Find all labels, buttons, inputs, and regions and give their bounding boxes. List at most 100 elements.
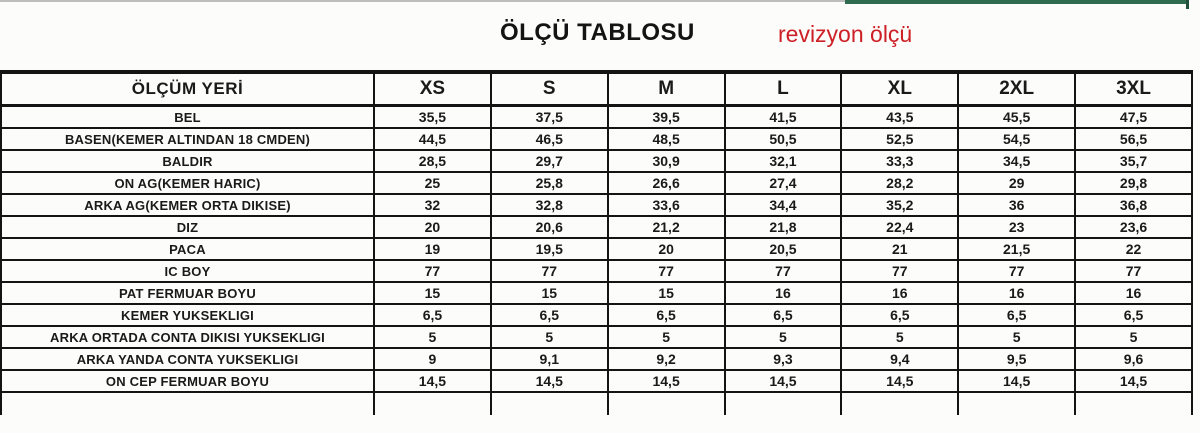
size-value-cell: 9,2: [606, 347, 726, 371]
size-table: ÖLÇÜM YERİ XS S M L XL 2XL 3XL BEL 35,5 37,5 39,5 4…: [0, 70, 1193, 415]
empty-cell: [0, 391, 375, 415]
table-row: ARKA YANDA CONTA YUKSEKLIGI 9 9,1 9,2 9,3 9,4…: [0, 347, 1193, 371]
size-value-cell: 6,5: [489, 303, 609, 327]
selection-border-green: [845, 0, 1189, 4]
size-value-cell: 6,5: [373, 303, 492, 327]
size-value-cell: 15: [373, 281, 492, 305]
table-row: KEMER YUKSEKLIGI 6,5 6,5 6,5 6,5 6,5 6,5 6,5: [0, 303, 1193, 327]
column-header-size-xl: XL: [840, 70, 960, 107]
size-value-cell: 23: [957, 215, 1077, 239]
empty-bottom-row: [0, 391, 1193, 415]
size-value-cell: 21,2: [606, 215, 726, 239]
size-value-cell: 45,5: [957, 104, 1077, 129]
size-value-cell: 21,5: [957, 237, 1077, 261]
size-value-cell: 44,5: [373, 127, 492, 151]
size-value-cell: 14,5: [723, 369, 843, 393]
size-value-cell: 77: [840, 259, 960, 283]
column-header-size-2xl: 2XL: [957, 70, 1077, 107]
size-value-cell: 5: [840, 325, 960, 349]
size-value-cell: 52,5: [840, 127, 960, 151]
empty-cell: [606, 391, 726, 415]
size-value-cell: 5: [373, 325, 492, 349]
row-label: BALDIR: [0, 149, 375, 173]
column-header-size-3xl: 3XL: [1074, 70, 1193, 107]
size-value-cell: 14,5: [957, 369, 1077, 393]
size-value-cell: 6,5: [957, 303, 1077, 327]
size-value-cell: 34,4: [723, 193, 843, 217]
row-label: BEL: [0, 104, 375, 129]
table-row: PAT FERMUAR BOYU 15 15 15 16 16 16 16: [0, 281, 1193, 305]
size-value-cell: 43,5: [840, 104, 960, 129]
row-label: ON CEP FERMUAR BOYU: [0, 369, 375, 393]
size-value-cell: 33,3: [840, 149, 960, 173]
size-value-cell: 20,6: [489, 215, 609, 239]
size-value-cell: 41,5: [723, 104, 843, 129]
size-value-cell: 46,5: [489, 127, 609, 151]
row-label: KEMER YUKSEKLIGI: [0, 303, 375, 327]
size-value-cell: 19,5: [489, 237, 609, 261]
size-value-cell: 54,5: [957, 127, 1077, 151]
empty-cell: [840, 391, 960, 415]
table-body: BEL 35,5 37,5 39,5 41,5 43,5 45,5 47,5 BASEN(KEM…: [0, 104, 1193, 415]
size-value-cell: 32,8: [489, 193, 609, 217]
size-value-cell: 56,5: [1074, 127, 1193, 151]
row-label: PAT FERMUAR BOYU: [0, 281, 375, 305]
size-value-cell: 39,5: [606, 104, 726, 129]
table-row: ON CEP FERMUAR BOYU 14,5 14,5 14,5 14,5 14,5 1…: [0, 369, 1193, 393]
size-value-cell: 29,8: [1074, 171, 1193, 195]
size-value-cell: 77: [373, 259, 492, 283]
empty-cell: [373, 391, 492, 415]
table-row: ON AG(KEMER HARIC) 25 25,8 26,6 27,4 28,2 29 29…: [0, 171, 1193, 195]
table-row: BASEN(KEMER ALTINDAN 18 CMDEN) 44,5 46,5 48…: [0, 127, 1193, 151]
size-value-cell: 28,2: [840, 171, 960, 195]
row-label: PACA: [0, 237, 375, 261]
size-value-cell: 22: [1074, 237, 1193, 261]
size-value-cell: 32: [373, 193, 492, 217]
size-value-cell: 16: [1074, 281, 1193, 305]
table-row: IC BOY 77 77 77 77 77 77 77: [0, 259, 1193, 283]
size-value-cell: 16: [840, 281, 960, 305]
size-value-cell: 28,5: [373, 149, 492, 173]
size-value-cell: 47,5: [1074, 104, 1193, 129]
size-value-cell: 9,1: [489, 347, 609, 371]
table-header: ÖLÇÜM YERİ XS S M L XL 2XL 3XL: [0, 70, 1193, 107]
column-header-size-l: L: [723, 70, 843, 107]
size-value-cell: 26,6: [606, 171, 726, 195]
size-value-cell: 9,3: [723, 347, 843, 371]
row-label: ARKA AG(KEMER ORTA DIKISE): [0, 193, 375, 217]
column-header-size-xs: XS: [373, 70, 492, 107]
size-value-cell: 35,7: [1074, 149, 1193, 173]
size-value-cell: 77: [957, 259, 1077, 283]
size-value-cell: 14,5: [840, 369, 960, 393]
size-value-cell: 33,6: [606, 193, 726, 217]
size-value-cell: 23,6: [1074, 215, 1193, 239]
size-value-cell: 5: [723, 325, 843, 349]
revision-note: revizyon ölçü: [778, 21, 913, 47]
size-value-cell: 29: [957, 171, 1077, 195]
size-value-cell: 6,5: [606, 303, 726, 327]
size-value-cell: 34,5: [957, 149, 1077, 173]
column-header-measurement: ÖLÇÜM YERİ: [0, 70, 375, 107]
size-value-cell: 29,7: [489, 149, 609, 173]
empty-cell: [489, 391, 609, 415]
size-value-cell: 5: [489, 325, 609, 349]
size-value-cell: 6,5: [840, 303, 960, 327]
size-value-cell: 36,8: [1074, 193, 1193, 217]
size-value-cell: 77: [489, 259, 609, 283]
size-value-cell: 35,5: [373, 104, 492, 129]
size-value-cell: 77: [606, 259, 726, 283]
size-value-cell: 32,1: [723, 149, 843, 173]
size-value-cell: 19: [373, 237, 492, 261]
size-value-cell: 37,5: [489, 104, 609, 129]
size-value-cell: 21,8: [723, 215, 843, 239]
size-value-cell: 9,5: [957, 347, 1077, 371]
size-value-cell: 20,5: [723, 237, 843, 261]
selection-corner-tick: [1186, 0, 1189, 9]
table-row: PACA 19 19,5 20 20,5 21 21,5 22: [0, 237, 1193, 261]
row-label: BASEN(KEMER ALTINDAN 18 CMDEN): [0, 127, 375, 151]
table-row: ARKA ORTADA CONTA DIKISI YUKSEKLIGI 5 5 5 5 5…: [0, 325, 1193, 349]
size-value-cell: 77: [1074, 259, 1193, 283]
size-value-cell: 20: [373, 215, 492, 239]
top-border-line: [0, 0, 845, 2]
size-value-cell: 14,5: [606, 369, 726, 393]
